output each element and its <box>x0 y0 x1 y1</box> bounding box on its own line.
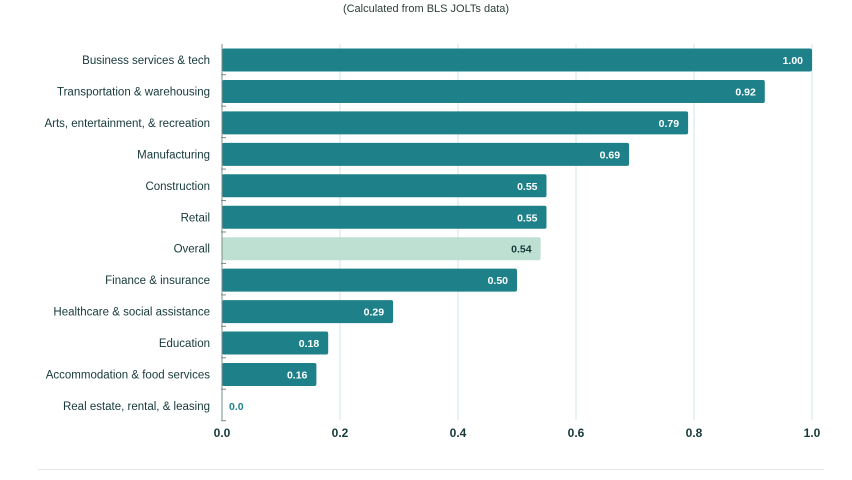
bar-value-label: 0.55 <box>517 212 538 224</box>
bar <box>222 205 547 229</box>
category-label: Healthcare & social assistance <box>53 307 210 319</box>
category-label: Arts, entertainment, & recreation <box>44 118 210 130</box>
category-label: Real estate, rental, & leasing <box>63 401 210 413</box>
bar-value-label: 0.69 <box>600 149 621 161</box>
bar-value-label: 1.00 <box>783 55 804 67</box>
category-label: Finance & insurance <box>105 275 210 287</box>
category-label-layer: Business services & tech Transportation &… <box>44 55 210 413</box>
grid-layer <box>339 44 813 420</box>
bar-value-label: 0.54 <box>511 244 532 256</box>
bar-value-label: 0.29 <box>364 307 385 319</box>
category-label: Construction <box>145 181 210 193</box>
x-tick-label: 1.0 <box>804 426 821 440</box>
category-label: Transportation & warehousing <box>57 86 210 98</box>
bar-value-label: 0.92 <box>735 86 756 98</box>
bar-value-label: 0.18 <box>299 338 320 350</box>
category-label: Manufacturing <box>137 149 210 161</box>
bar <box>222 237 541 261</box>
bar-value-label: 0.16 <box>287 370 308 382</box>
bar <box>222 142 630 166</box>
bar <box>222 79 765 103</box>
bar-value-label: 0.0 <box>229 401 244 413</box>
bar-value-label: 0.79 <box>659 118 680 130</box>
x-tick-label: 0.8 <box>686 426 703 440</box>
category-label: Education <box>159 338 210 350</box>
category-label: Overall <box>174 244 210 256</box>
bar <box>222 300 394 324</box>
x-tick-label: 0.0 <box>214 426 231 440</box>
bar-value-label: 0.50 <box>488 275 509 287</box>
bar <box>222 48 812 72</box>
bar <box>222 268 517 292</box>
bar <box>222 331 329 355</box>
x-tick-label: 0.4 <box>450 426 467 440</box>
category-label: Business services & tech <box>82 55 210 67</box>
bar <box>222 363 317 386</box>
bar-layer: 1.00 0.92 0.79 0.69 0.55 0.55 0.54 0.50 0.29 0.18… <box>222 48 812 413</box>
x-tick-label: 0.2 <box>332 426 349 440</box>
bar-value-label: 0.55 <box>517 181 538 193</box>
chart-subtitle: (Calculated from BLS JOLTs data) <box>342 3 510 15</box>
x-tick-label: 0.6 <box>568 426 585 440</box>
bar <box>222 174 547 198</box>
axis-layer: 0.0 0.2 0.4 0.6 0.8 1.0 <box>214 44 821 440</box>
category-label: Retail <box>181 212 210 224</box>
category-label: Accommodation & food services <box>46 370 211 382</box>
footer-divider <box>38 469 824 470</box>
bar <box>222 111 689 135</box>
